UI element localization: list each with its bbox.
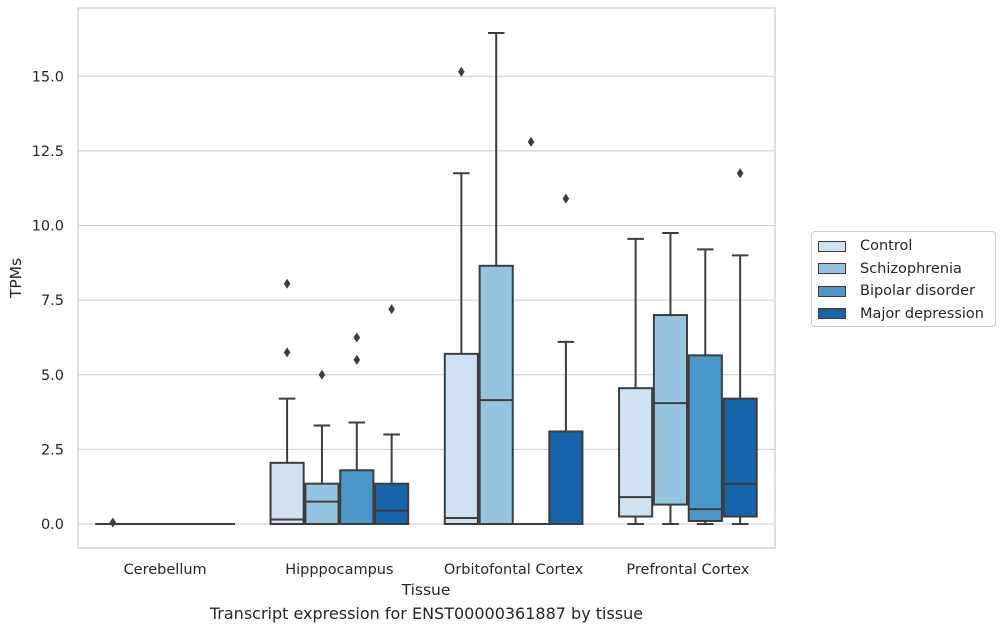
legend-swatch bbox=[818, 240, 846, 252]
box bbox=[722, 397, 758, 518]
box bbox=[687, 354, 723, 523]
legend-label: Control bbox=[860, 238, 913, 255]
outlier-point bbox=[736, 168, 744, 179]
outlier-point bbox=[458, 66, 465, 77]
box bbox=[443, 352, 479, 526]
y-tick-label: 15.0 bbox=[32, 69, 64, 85]
legend-label: Bipolar disorder bbox=[860, 283, 975, 300]
plot-frame bbox=[77, 7, 776, 549]
box bbox=[478, 264, 514, 525]
y-tick-label: 12.5 bbox=[32, 144, 64, 160]
box bbox=[339, 469, 375, 525]
x-axis-ticks: Cerebellum Hipppocampus Orbitofontal Corte… bbox=[124, 562, 750, 578]
outlier-point bbox=[283, 278, 291, 289]
legend-item: Bipolar disorder bbox=[818, 280, 995, 303]
x-tick-label: Hipppocampus bbox=[285, 562, 393, 578]
box bbox=[652, 314, 689, 506]
legend-label: Major depression bbox=[860, 305, 984, 322]
legend-item: Schizophrenia bbox=[818, 258, 995, 281]
x-tick-label: Prefrontal Cortex bbox=[626, 562, 749, 578]
chart-caption: Transcript expression for ENST0000036188… bbox=[209, 604, 644, 623]
legend-item: Major depression bbox=[818, 303, 995, 326]
legend-label: Schizophrenia bbox=[860, 260, 962, 277]
outlier-point bbox=[353, 332, 361, 343]
legend-swatch bbox=[818, 285, 846, 297]
outlier-point bbox=[283, 347, 291, 358]
box bbox=[548, 430, 584, 525]
box bbox=[374, 482, 410, 526]
x-tick-label: Cerebellum bbox=[124, 562, 207, 578]
y-tick-label: 2.5 bbox=[41, 442, 64, 458]
box bbox=[269, 461, 305, 525]
y-tick-label: 10.0 bbox=[32, 219, 64, 235]
box bbox=[618, 387, 654, 518]
y-axis-ticks: 0.0 2.5 5.0 7.5 10.0 12.5 15.0 bbox=[32, 69, 64, 533]
outlier-point bbox=[527, 136, 535, 147]
grid-lines bbox=[78, 75, 775, 525]
outlier-point bbox=[353, 354, 361, 365]
x-tick-label: Orbitofontal Cortex bbox=[444, 562, 584, 578]
outlier-point bbox=[388, 304, 395, 315]
legend: Control Schizophrenia Bipolar disorder Majo… bbox=[811, 231, 996, 327]
outlier-point bbox=[109, 517, 117, 528]
legend-item: Control bbox=[818, 235, 995, 258]
legend-swatch bbox=[818, 308, 846, 320]
y-tick-label: 7.5 bbox=[41, 293, 64, 309]
outlier-point bbox=[562, 193, 570, 204]
box bbox=[304, 482, 340, 526]
outlier-point bbox=[318, 369, 326, 380]
box-plot-series bbox=[95, 31, 758, 528]
legend-swatch bbox=[818, 263, 846, 275]
y-tick-label: 5.0 bbox=[41, 368, 64, 384]
y-axis-label: TPMs bbox=[7, 258, 25, 299]
y-tick-label: 0.0 bbox=[41, 517, 64, 533]
x-axis-label: Tissue bbox=[401, 581, 451, 599]
